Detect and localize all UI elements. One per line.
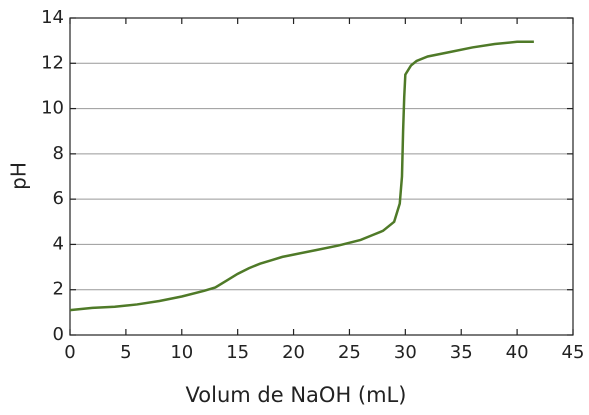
line [69,40,534,312]
x-tick-label: 25 [338,342,361,363]
x-axis-label: Volum de NaOH (mL) [186,383,407,407]
y-tick-label: 8 [53,143,64,164]
x-tick-label: 15 [226,342,249,363]
x-tick-label: 35 [450,342,473,363]
y-tick-label: 6 [53,188,64,209]
x-tick-label: 0 [64,342,75,363]
y-tick-label: 10 [41,98,64,119]
x-tick-label: 5 [120,342,131,363]
y-tick-label: 14 [41,7,64,28]
x-tick-label: 20 [282,342,305,363]
x-tick-label: 45 [562,342,585,363]
y-axis-label: pH [7,162,31,190]
y-tick-label: 2 [53,279,64,300]
plot-frame [69,17,574,336]
y-tick-label: 0 [53,324,64,345]
y-tick-label: 12 [41,52,64,73]
x-tick-label: 10 [170,342,193,363]
y-tick-label: 4 [53,233,64,254]
x-tick-label: 40 [506,342,529,363]
x-tick-label: 30 [394,342,417,363]
